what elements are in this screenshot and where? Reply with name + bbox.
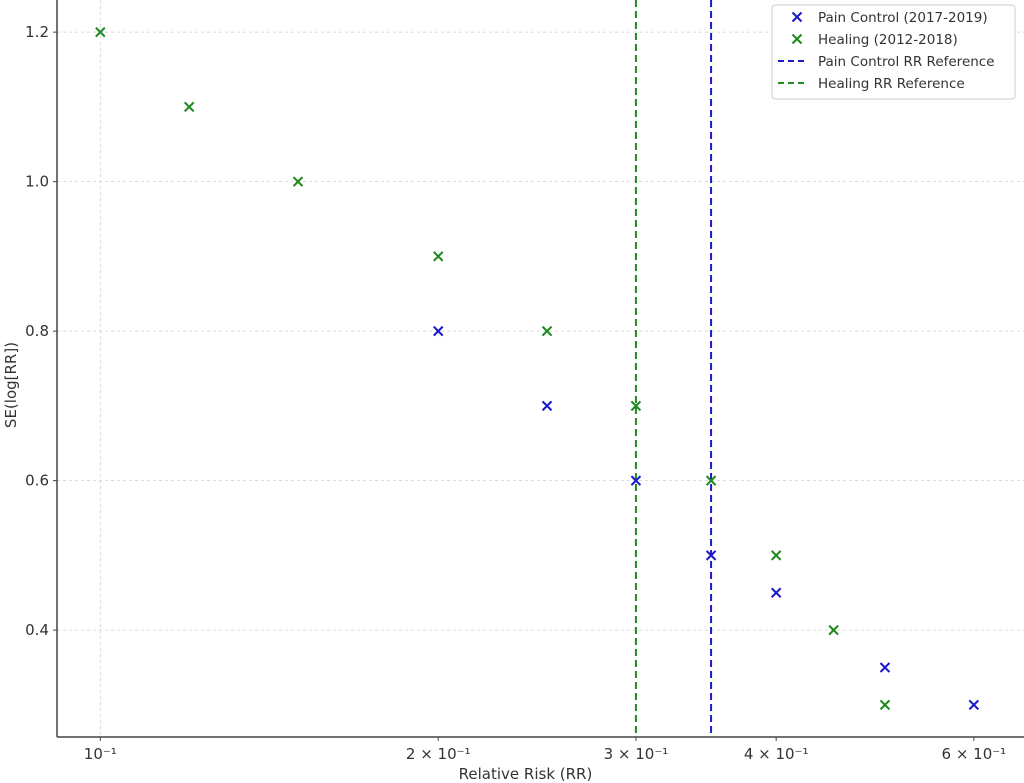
legend-label: Healing (2012-2018) [818,32,958,48]
data-point [630,475,642,486]
data-point [630,400,642,412]
legend-label: Healing RR Reference [818,76,965,92]
data-point [183,101,195,113]
legend-box [771,4,1016,100]
x-axis-label: Relative Risk (RR) [459,765,593,783]
x-tick-label: 2 × 10⁻¹ [406,745,471,763]
data-point [541,325,553,337]
x-tick-label: 3 × 10⁻¹ [604,745,669,763]
legend-marker-icon [791,11,803,23]
data-point [828,624,839,636]
data-point [705,550,717,561]
data-point [968,699,980,711]
y-tick-label: 0.4 [25,621,49,639]
data-point [770,587,782,598]
y-axis-label: SE(log[RR]) [2,342,20,428]
data-point [879,662,891,673]
y-tick-label: 0.8 [25,322,49,340]
data-point [433,251,444,262]
y-tick-label: 1.0 [25,173,49,191]
y-tick-label: 1.2 [25,23,49,41]
data-point [433,325,444,337]
data-point [770,550,782,561]
legend-label: Pain Control (2017-2019) [818,10,988,26]
data-point [292,176,304,187]
x-tick-label: 10⁻¹ [84,745,117,763]
legend-marker-icon [791,33,803,45]
y-tick-label: 0.6 [25,472,49,490]
data-point [541,400,553,412]
data-point [705,475,717,486]
x-tick-label: 6 × 10⁻¹ [942,745,1007,763]
x-tick-label: 4 × 10⁻¹ [744,745,809,763]
data-point [95,26,106,38]
data-point [879,699,891,711]
legend-label: Pain Control RR Reference [818,54,995,70]
